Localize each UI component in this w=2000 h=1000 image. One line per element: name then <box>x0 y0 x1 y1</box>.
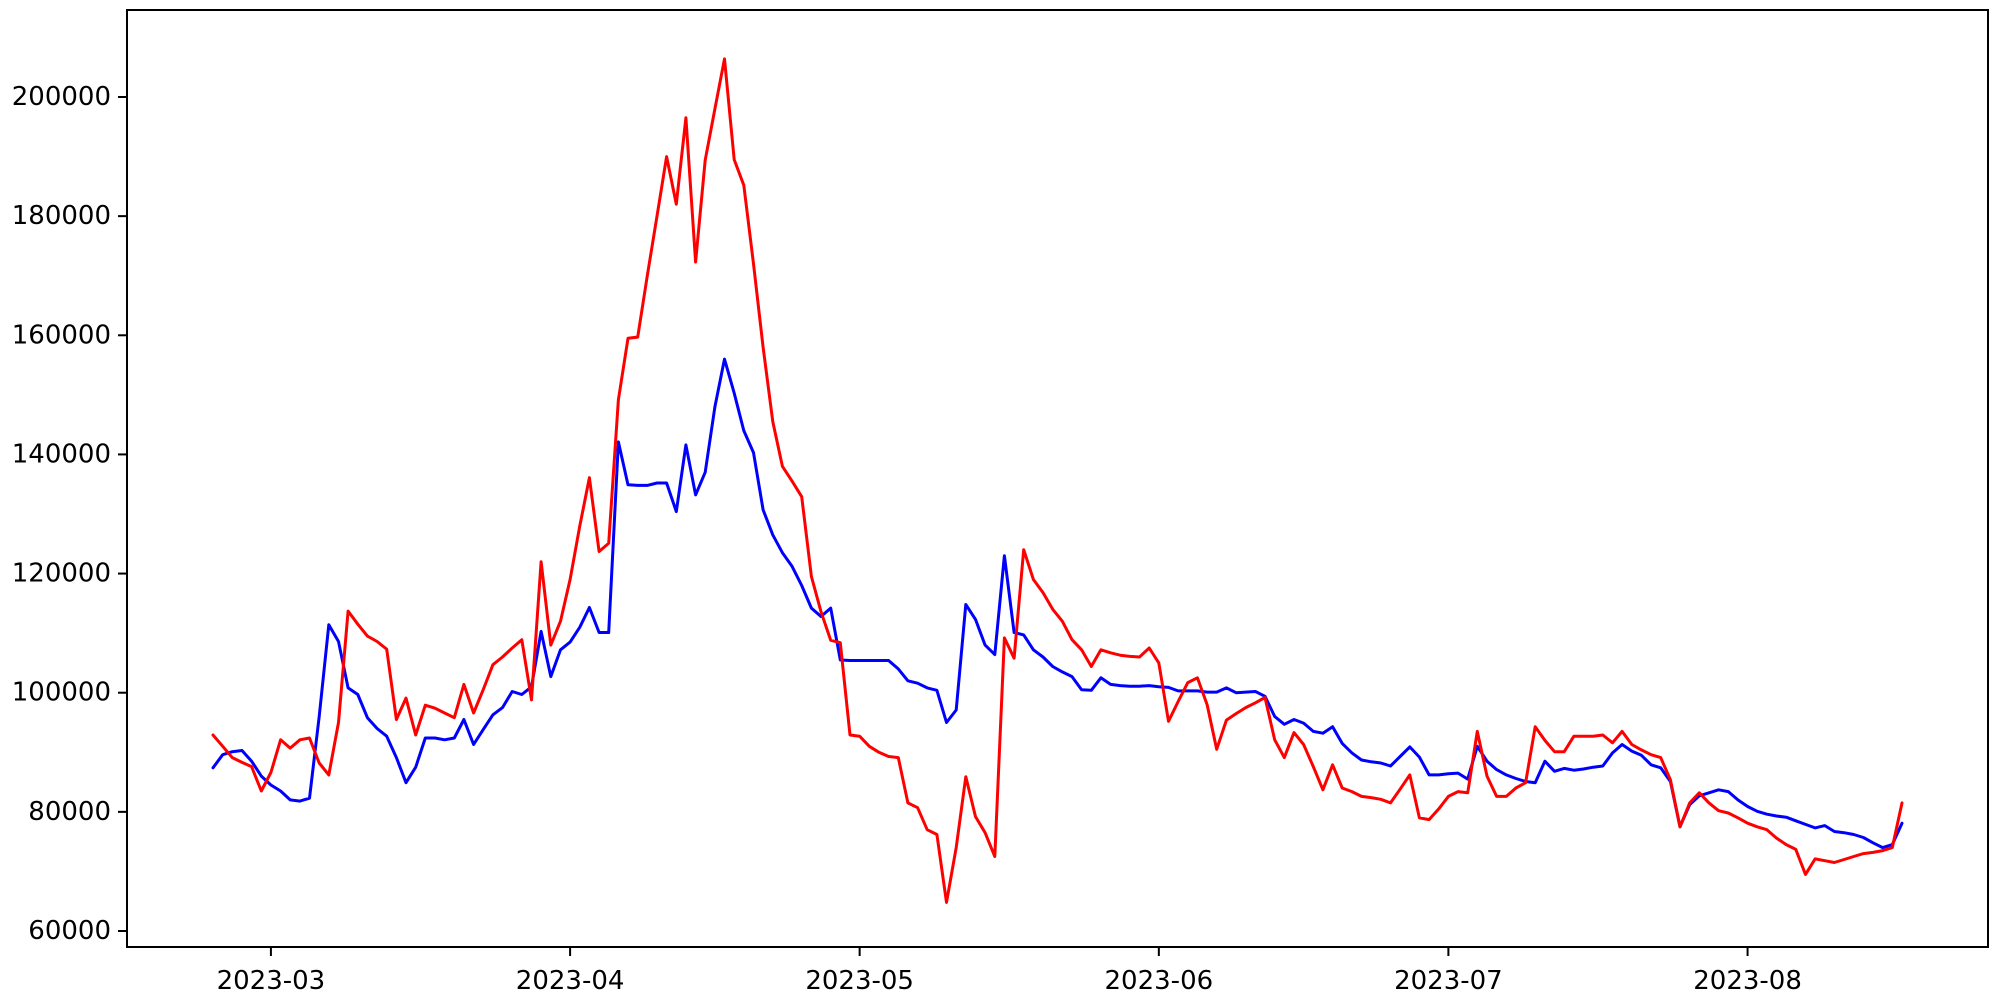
x-tick-label: 2023-03 <box>217 966 326 996</box>
plot-frame <box>126 9 1989 948</box>
y-tick-label: 120000 <box>12 559 111 589</box>
x-tick-label: 2023-05 <box>805 966 914 996</box>
x-tick-label: 2023-07 <box>1394 966 1503 996</box>
series-red-line <box>211 57 1904 904</box>
y-tick-label: 60000 <box>28 916 111 946</box>
y-tick-label: 80000 <box>28 797 111 827</box>
x-tick-label: 2023-08 <box>1693 966 1802 996</box>
x-tick-label: 2023-06 <box>1105 966 1214 996</box>
y-tick-label: 100000 <box>12 678 111 708</box>
series-blue-line <box>211 357 1904 850</box>
x-tick-label: 2023-04 <box>516 966 625 996</box>
y-tick-label: 140000 <box>12 439 111 469</box>
y-tick-label: 180000 <box>12 201 111 231</box>
y-tick-label: 200000 <box>12 82 111 112</box>
y-tick-label: 160000 <box>12 320 111 350</box>
